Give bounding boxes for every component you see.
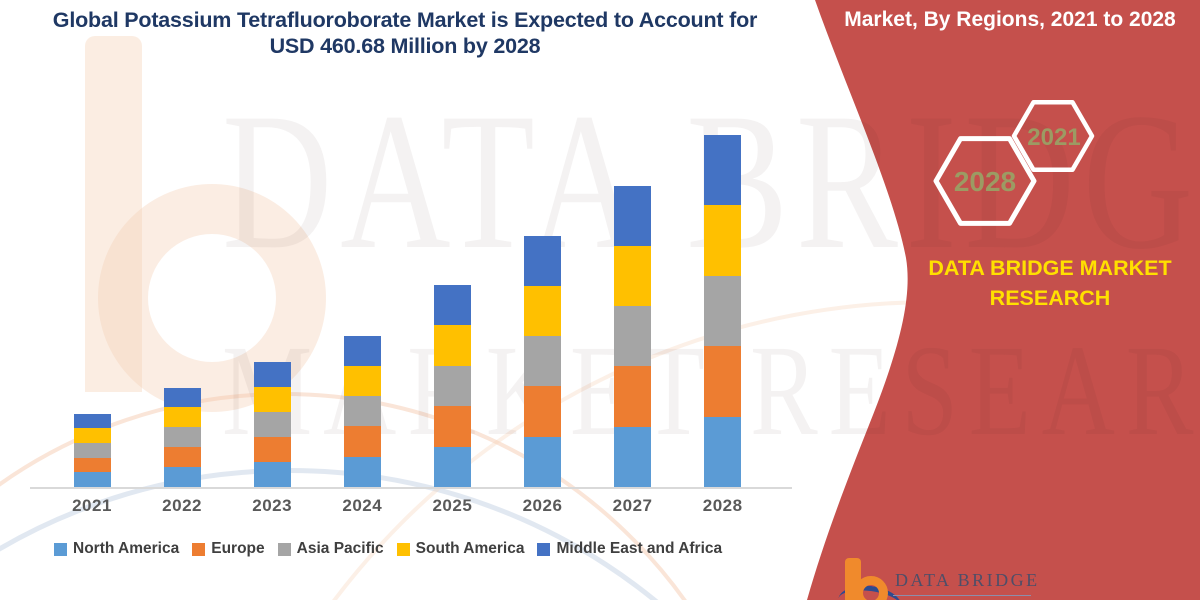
bar-segment-2027-north-america	[614, 426, 652, 487]
legend-swatch-icon	[277, 542, 291, 556]
bar-segment-2024-south-america	[343, 365, 381, 397]
bar-segment-2026-south-america	[524, 285, 561, 337]
bar-2022	[163, 387, 201, 487]
bar-segment-2025-north-america	[433, 446, 471, 487]
hexagon-2028-label: 2028	[954, 166, 1016, 197]
x-axis-label-2024: 2024	[342, 496, 383, 515]
legend-label: Asia Pacific	[296, 540, 384, 557]
legend-swatch-icon	[192, 542, 206, 556]
bar-segment-2026-north-america	[524, 436, 561, 487]
hexagon-2021-label: 2021	[1027, 124, 1080, 151]
bar-segment-2028-south-america	[704, 205, 742, 276]
bar-segment-2028-north-america	[704, 416, 742, 487]
legend-item-north-america: North America	[54, 540, 179, 558]
legend-label: North America	[73, 540, 180, 557]
bar-segment-2028-asia-pacific	[704, 275, 742, 346]
footer-logo: DATA BRIDGE MARKET RESEARCH	[835, 556, 1168, 600]
legend-label: South America	[415, 540, 525, 557]
bar-segment-2023-middle-east-and-africa	[253, 361, 291, 387]
bar-segment-2027-asia-pacific	[614, 306, 652, 367]
legend-label: Middle East and Africa	[556, 540, 723, 557]
bar-segment-2026-middle-east-and-africa	[524, 235, 561, 286]
hexagon-2021	[1011, 99, 1095, 173]
bar-2023	[253, 361, 291, 487]
x-axis-label-2021: 2021	[72, 496, 112, 515]
x-axis-label-2026: 2026	[522, 496, 563, 515]
bar-segment-2023-north-america	[253, 461, 291, 487]
legend-item-asia-pacific: Asia Pacific	[277, 540, 384, 558]
brand-text: DATA BRIDGE MARKET RESEARCH	[928, 256, 1172, 310]
bar-2024	[343, 335, 381, 487]
bar-segment-2022-asia-pacific	[163, 427, 201, 448]
bar-segment-2025-middle-east-and-africa	[433, 285, 471, 326]
bar-segment-2024-middle-east-and-africa	[343, 335, 381, 366]
x-axis-line	[30, 487, 792, 489]
bar-segment-2022-south-america	[163, 407, 201, 428]
bar-segment-2025-asia-pacific	[433, 365, 471, 407]
bar-2028	[704, 134, 742, 487]
x-axis-label-2025: 2025	[432, 496, 473, 515]
x-axis-label-2023: 2023	[252, 496, 293, 515]
x-axis-label-2028: 2028	[702, 496, 743, 515]
legend-swatch-icon	[54, 542, 67, 556]
legend-item-middle-east-and-africa: Middle East and Africa	[537, 540, 722, 558]
bar-segment-2021-south-america	[73, 428, 111, 443]
bar-segment-2025-south-america	[433, 325, 471, 366]
x-axis-label-2027: 2027	[612, 496, 653, 515]
bar-segment-2026-asia-pacific	[524, 336, 561, 387]
stacked-bar-chart: 2021 2022 2023 2024 2025 2026 2027 2028 North A…	[30, 134, 792, 558]
bar-2025	[433, 285, 471, 487]
bar-segment-2023-asia-pacific	[253, 411, 291, 437]
bar-segment-2024-asia-pacific	[343, 396, 381, 427]
bar-segment-2022-middle-east-and-africa	[163, 387, 201, 408]
bar-segment-2026-europe	[524, 386, 561, 437]
bar-segment-2022-europe	[163, 447, 201, 468]
bar-segment-2024-europe	[343, 426, 381, 457]
bar-segment-2027-south-america	[614, 245, 652, 307]
bar-segment-2028-middle-east-and-africa	[704, 134, 742, 205]
bar-segment-2024-north-america	[343, 456, 381, 487]
hexagon-2028	[933, 136, 1037, 226]
bar-segment-2023-south-america	[253, 386, 291, 412]
bar-segment-2021-north-america	[73, 472, 111, 487]
bar-2021	[73, 413, 111, 487]
bar-2027	[614, 185, 652, 487]
footer-logo-rule	[893, 595, 1031, 596]
bar-segment-2028-europe	[704, 346, 742, 417]
bar-segment-2021-asia-pacific	[73, 442, 111, 458]
bar-segment-2027-europe	[614, 366, 652, 427]
logo-b-icon	[854, 576, 888, 600]
legend-label: Europe	[211, 540, 265, 557]
page-title-line2: USD 460.68 Million by 2028	[269, 34, 541, 58]
bar-segment-2021-europe	[73, 457, 111, 473]
footer-logo-name: DATA BRIDGE	[895, 570, 1040, 590]
bar-segment-2022-north-america	[163, 467, 201, 487]
legend-swatch-icon	[396, 542, 410, 556]
bar-segment-2021-middle-east-and-africa	[73, 413, 111, 429]
chart-legend: North America Europe Asia Pacific South Ame…	[54, 540, 722, 558]
legend-swatch-icon	[537, 542, 551, 556]
legend-item-south-america: South America	[396, 540, 525, 558]
bar-segment-2025-europe	[433, 406, 471, 447]
bar-segment-2027-middle-east-and-africa	[614, 185, 652, 246]
x-axis-label-2022: 2022	[162, 496, 202, 515]
page-title: Global Potassium Tetrafluoroborate Marke…	[35, 7, 775, 59]
banner-title: Market, By Regions, 2021 to 2028	[844, 8, 1176, 31]
legend-item-europe: Europe	[192, 540, 265, 558]
footer-logo-subtitle: MARKET RESEARCH	[895, 598, 1095, 600]
bar-2026	[524, 235, 561, 487]
bar-segment-2023-europe	[253, 436, 291, 462]
page-title-line1: Global Potassium Tetrafluoroborate Marke…	[52, 8, 758, 32]
